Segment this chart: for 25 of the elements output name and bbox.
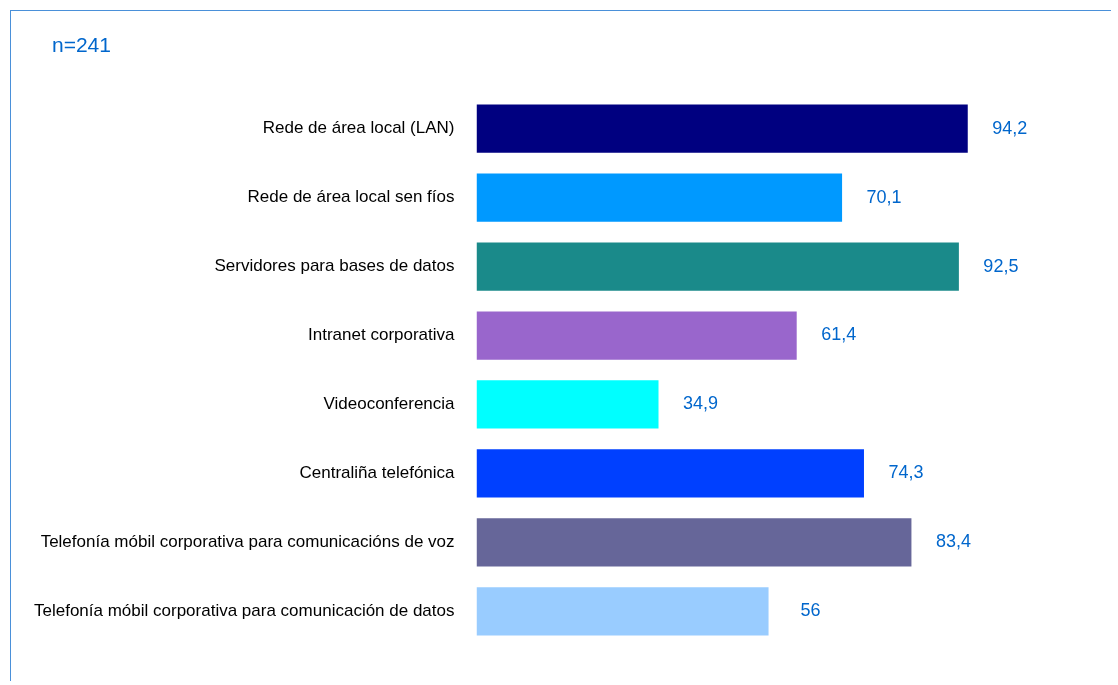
bar [476,587,769,636]
y-tick-label: Videoconferencia [323,394,456,414]
y-tick-label: Servidores para bases de datos [214,256,455,276]
data-label: 92,5 [983,255,1019,276]
bar [476,449,864,498]
y-tick-label: Telefonía móbil corporativa para comunicación de datos [33,601,455,621]
bar [476,104,968,153]
data-label: 74,3 [888,462,924,483]
data-label: 34,9 [682,393,719,414]
bar [476,311,797,360]
bar [476,518,912,567]
data-label: 61,4 [821,324,857,345]
data-label: 56 [800,600,821,621]
y-tick-label: Intranet corporativa [308,325,456,345]
y-tick-label: Rede de área local sen fíos [247,187,455,207]
data-label: 83,4 [935,531,971,552]
y-tick-label: Telefonía móbil corporativa para comunicacións de voz [40,532,455,552]
data-label: 70,1 [866,186,902,207]
data-label: 94,2 [992,117,1028,138]
y-tick-label: Rede de área local (LAN) [262,118,455,138]
y-tick-label: Centraliña telefónica [299,463,456,483]
text: n=241 [52,33,111,57]
bar [476,173,843,222]
bar [476,380,659,429]
bar [476,242,959,291]
